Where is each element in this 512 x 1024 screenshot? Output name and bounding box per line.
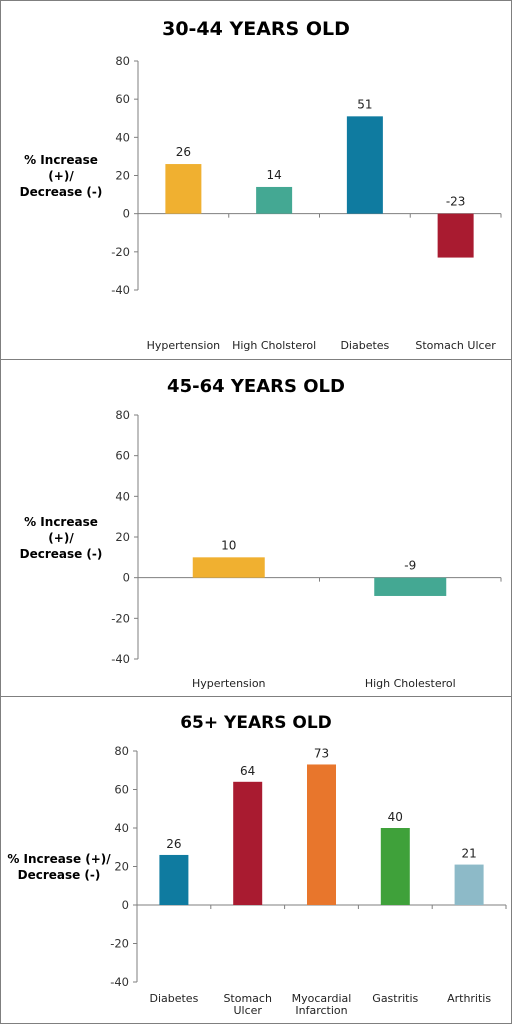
- y-tick-label: -20: [111, 611, 130, 625]
- y-tick-label: 60: [114, 783, 129, 797]
- y-tick-label: -40: [111, 283, 130, 297]
- category-label: Diabetes: [149, 992, 198, 1005]
- y-tick-label: 80: [115, 408, 130, 422]
- category-label: Stomach Ulcer: [415, 339, 496, 352]
- category-label: Gastritis: [372, 992, 418, 1005]
- data-label: -9: [404, 559, 416, 573]
- bar: [233, 781, 263, 905]
- y-tick-label: 40: [114, 821, 129, 835]
- category-label: Infarction: [295, 1004, 347, 1017]
- chart-panel-45-64: 45-64 YEARS OLD % Increase (+)/ Decrease (-…: [0, 359, 512, 697]
- data-label: 26: [166, 837, 181, 851]
- y-tick-label: 20: [115, 169, 130, 183]
- bar: [437, 213, 474, 258]
- data-label: 73: [314, 746, 329, 760]
- category-label: Ulcer: [233, 1004, 262, 1017]
- chart-title: 30-44 YEARS OLD: [162, 18, 350, 40]
- y-tick-label: 80: [114, 744, 129, 758]
- y-tick-label: 40: [115, 130, 130, 144]
- y-tick-label: 20: [115, 530, 130, 544]
- category-label: Hypertension: [192, 677, 266, 690]
- y-axis-label: (+)/: [48, 169, 74, 183]
- data-label: 14: [266, 168, 281, 182]
- y-tick-label: 0: [123, 207, 130, 221]
- chart-65-plus: 65+ YEARS OLD % Increase (+)/ Decrease (-)…: [7, 713, 507, 1017]
- bar: [256, 186, 293, 214]
- y-axis-label: % Increase: [24, 153, 98, 167]
- y-tick-label: -20: [111, 245, 130, 259]
- y-tick-label: -40: [111, 652, 130, 666]
- data-label: 40: [388, 810, 403, 824]
- y-tick-label: 40: [115, 489, 130, 503]
- y-tick-label: 0: [122, 898, 129, 912]
- category-label: Arthritis: [447, 992, 491, 1005]
- chart-title: 45-64 YEARS OLD: [167, 376, 345, 397]
- y-tick-label: 60: [115, 449, 130, 463]
- chart-title: 65+ YEARS OLD: [180, 713, 332, 733]
- chart-30-44: 30-44 YEARS OLD % Increase (+)/ Decrease (-…: [20, 18, 502, 352]
- data-label: 51: [357, 97, 372, 111]
- y-axis-label: Decrease (-): [20, 547, 103, 561]
- y-axis-label: Decrease (-): [20, 185, 103, 199]
- data-label: 21: [461, 847, 476, 861]
- category-label: High Cholesterol: [365, 677, 456, 690]
- bar: [374, 577, 447, 596]
- data-label: 26: [176, 145, 191, 159]
- category-label: High Cholsterol: [232, 339, 316, 352]
- chart-45-64: 45-64 YEARS OLD % Increase (+)/ Decrease (-…: [20, 376, 502, 690]
- y-axis-label: Decrease (-): [18, 868, 101, 882]
- y-tick-label: 80: [115, 54, 130, 68]
- chart-panel-30-44: 30-44 YEARS OLD % Increase (+)/ Decrease (-…: [0, 0, 512, 360]
- y-axis-label: (+)/: [48, 531, 74, 545]
- data-label: 64: [240, 764, 255, 778]
- bar: [159, 854, 189, 905]
- y-tick-label: 0: [123, 571, 130, 585]
- data-label: -23: [446, 195, 466, 209]
- data-label: 10: [221, 538, 236, 552]
- y-tick-label: 20: [114, 860, 129, 874]
- y-tick-label: -40: [110, 975, 129, 989]
- bar: [454, 864, 484, 905]
- y-axis-label: % Increase: [24, 515, 98, 529]
- bar: [192, 557, 265, 578]
- y-axis-label: % Increase (+)/: [7, 852, 111, 866]
- y-tick-label: 60: [115, 92, 130, 106]
- category-label: Hypertension: [147, 339, 221, 352]
- bar: [380, 828, 410, 905]
- category-label: Stomach: [223, 992, 272, 1005]
- bar: [165, 164, 202, 214]
- category-label: Myocardial: [292, 992, 352, 1005]
- chart-panel-65-plus: 65+ YEARS OLD % Increase (+)/ Decrease (-)…: [0, 696, 512, 1024]
- bar: [346, 116, 383, 214]
- category-label: Diabetes: [340, 339, 389, 352]
- y-tick-label: -20: [110, 937, 129, 951]
- bar: [307, 764, 336, 905]
